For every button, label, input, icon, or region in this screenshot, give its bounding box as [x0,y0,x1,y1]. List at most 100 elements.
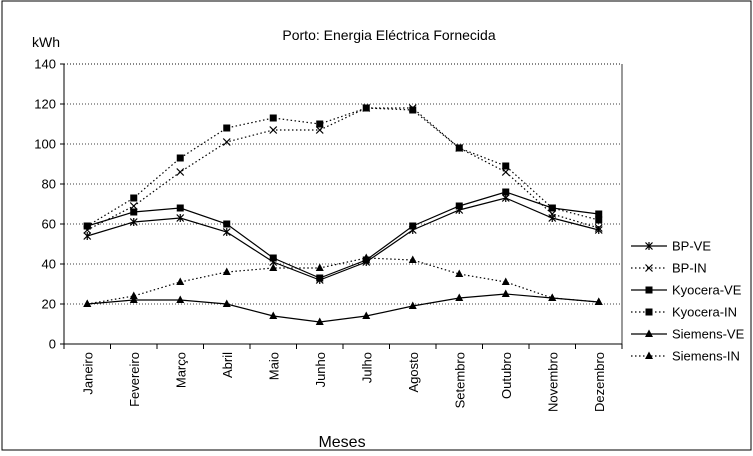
y-tick-label-40: 40 [42,257,56,272]
data-point-bp-ve-0 [83,232,92,240]
x-tick-label-8: Setembro [452,352,467,408]
legend-label-kyocera-ve: Kyocera-VE [672,283,742,298]
data-point-siemens-in-5 [315,263,324,271]
data-point-siemens-in-4 [269,263,278,271]
y-axis-label: kWh [32,34,60,50]
data-point-siemens-in-8 [455,269,464,277]
data-point-kyocera-ve-2 [176,204,184,212]
data-point-kyocera-in-6 [362,104,370,112]
data-point-kyocera-in-11 [595,216,603,224]
legend-marker-kyocera-in [645,308,653,316]
data-point-kyocera-ve-7 [409,222,417,230]
legend-label-siemens-in: Siemens-IN [672,349,740,364]
data-point-siemens-in-7 [408,255,417,263]
legend: BP-VE BP-IN Kyocera-VE Kyocera-IN Siemens-VE… [631,239,745,364]
legend-marker-siemens-in [645,351,653,359]
legend-marker-kyocera-ve [645,286,653,294]
data-point-bp-in-1 [129,202,138,210]
data-point-bp-in-10 [548,210,557,218]
y-tick-label-120: 120 [34,97,56,112]
y-tick-label-140: 140 [34,57,56,72]
data-point-bp-ve-2 [176,214,185,222]
series-line-bp-ve [87,197,599,281]
x-tick-label-0: Janeiro [80,352,95,395]
data-point-kyocera-ve-3 [223,220,231,228]
legend-label-siemens-ve: Siemens-VE [672,327,745,342]
x-tick-label-3: Abril [220,352,235,378]
data-point-kyocera-in-8 [455,144,463,152]
y-tick-label-100: 100 [34,137,56,152]
data-point-kyocera-in-3 [223,124,231,132]
legend-marker-siemens-ve [645,329,653,337]
data-point-bp-in-2 [176,168,185,176]
x-tick-label-6: Julho [359,352,374,383]
data-point-kyocera-in-1 [130,194,138,202]
x-tick-label-10: Novembro [545,352,560,412]
data-point-bp-in-3 [222,138,231,146]
data-point-kyocera-ve-4 [269,254,277,262]
legend-label-kyocera-in: Kyocera-IN [672,305,737,320]
data-point-kyocera-in-7 [409,106,417,114]
legend-marker-bp-ve [645,242,653,250]
series-line-kyocera-ve [87,191,599,279]
data-point-kyocera-in-10 [548,204,556,212]
series-line-kyocera-in [86,107,599,227]
data-point-siemens-ve-3 [222,299,231,307]
x-axis-label: Meses [318,434,365,451]
data-point-siemens-ve-2 [176,295,185,303]
data-point-siemens-in-10 [548,293,557,301]
data-point-siemens-in-9 [501,277,510,285]
series-line-siemens-ve [87,293,599,323]
data-point-bp-in-9 [501,168,510,176]
data-point-siemens-in-6 [362,253,371,261]
data-point-siemens-ve-1 [129,295,138,303]
data-point-kyocera-ve-11 [595,210,603,218]
data-point-siemens-ve-4 [269,311,278,319]
data-point-siemens-ve-7 [408,301,417,309]
data-point-kyocera-in-9 [502,162,510,170]
x-tick-label-11: Dezembro [592,352,607,412]
plot-area: 0 20 40 60 80 100 120 140 Janeiro Fevereiro Março A… [34,57,623,412]
chart-title: Porto: Energia Eléctrica Fornecida [282,27,495,43]
data-point-kyocera-in-4 [269,114,277,122]
data-point-bp-ve-3 [222,228,231,236]
data-point-kyocera-ve-8 [455,202,463,210]
y-tick-label-0: 0 [49,337,56,352]
x-tick-label-7: Agosto [406,352,421,392]
legend-label-bp-ve: BP-VE [672,239,711,254]
x-tick-label-1: Fevereiro [127,352,142,407]
x-tick-label-4: Maio [266,352,281,380]
data-point-siemens-ve-9 [501,289,510,297]
data-point-siemens-ve-6 [362,311,371,319]
data-point-siemens-ve-5 [315,317,324,325]
data-point-kyocera-in-5 [316,120,324,128]
data-point-kyocera-in-2 [176,154,184,162]
data-point-siemens-ve-8 [455,293,464,301]
legend-marker-bp-in [645,264,653,272]
y-tick-label-20: 20 [42,297,56,312]
x-tick-label-5: Junho [313,352,328,387]
data-point-siemens-in-11 [594,297,603,305]
series-line-bp-in [86,107,599,231]
data-point-bp-in-5 [315,126,324,134]
x-tick-label-9: Outubro [499,352,514,399]
data-point-siemens-in-0 [83,299,92,307]
data-point-bp-ve-1 [129,218,138,226]
data-point-bp-in-4 [269,126,278,134]
data-point-siemens-in-3 [222,267,231,275]
data-point-kyocera-ve-5 [316,274,324,282]
data-point-siemens-in-2 [176,277,185,285]
legend-label-bp-in: BP-IN [672,261,707,276]
y-tick-label-80: 80 [42,177,56,192]
y-tick-label-60: 60 [42,217,56,232]
data-point-kyocera-in-0 [83,222,91,230]
data-point-bp-in-11 [594,224,603,232]
series-line-siemens-in [87,257,599,305]
data-point-kyocera-ve-1 [130,208,138,216]
data-point-kyocera-ve-9 [502,188,510,196]
data-point-siemens-in-1 [129,291,138,299]
x-tick-label-2: Março [173,352,188,388]
